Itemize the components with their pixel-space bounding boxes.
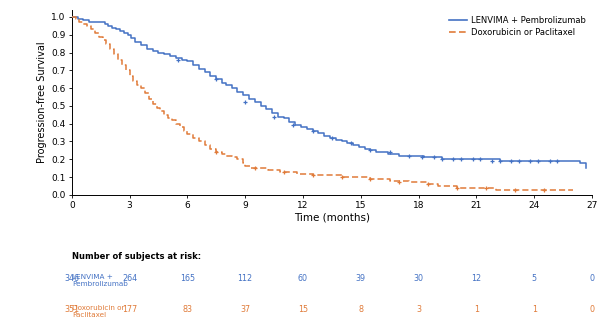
X-axis label: Time (months): Time (months)	[294, 213, 370, 223]
Text: 264: 264	[122, 274, 137, 283]
Text: LENVIMA +
Pembrolizumab: LENVIMA + Pembrolizumab	[72, 274, 127, 287]
Text: 5: 5	[532, 274, 537, 283]
Text: 8: 8	[358, 305, 364, 314]
Text: Number of subjects at risk:: Number of subjects at risk:	[72, 252, 201, 261]
Text: 15: 15	[298, 305, 308, 314]
Text: Doxorubicin or
Paclitaxel: Doxorubicin or Paclitaxel	[72, 305, 124, 318]
Text: 1: 1	[474, 305, 479, 314]
Legend: LENVIMA + Pembrolizumab, Doxorubicin or Paclitaxel: LENVIMA + Pembrolizumab, Doxorubicin or …	[447, 14, 588, 39]
Text: 0: 0	[590, 305, 594, 314]
Text: 12: 12	[471, 274, 481, 283]
Text: 346: 346	[64, 274, 80, 283]
Text: 0: 0	[590, 274, 594, 283]
Text: 177: 177	[122, 305, 137, 314]
Text: 83: 83	[182, 305, 193, 314]
Text: 30: 30	[414, 274, 423, 283]
Text: 112: 112	[237, 274, 253, 283]
Text: 60: 60	[298, 274, 308, 283]
Text: 3: 3	[416, 305, 421, 314]
Text: 165: 165	[180, 274, 195, 283]
Text: 351: 351	[64, 305, 80, 314]
Text: 39: 39	[356, 274, 366, 283]
Text: 37: 37	[240, 305, 250, 314]
Y-axis label: Progression-free Survival: Progression-free Survival	[37, 42, 47, 163]
Text: 1: 1	[532, 305, 537, 314]
